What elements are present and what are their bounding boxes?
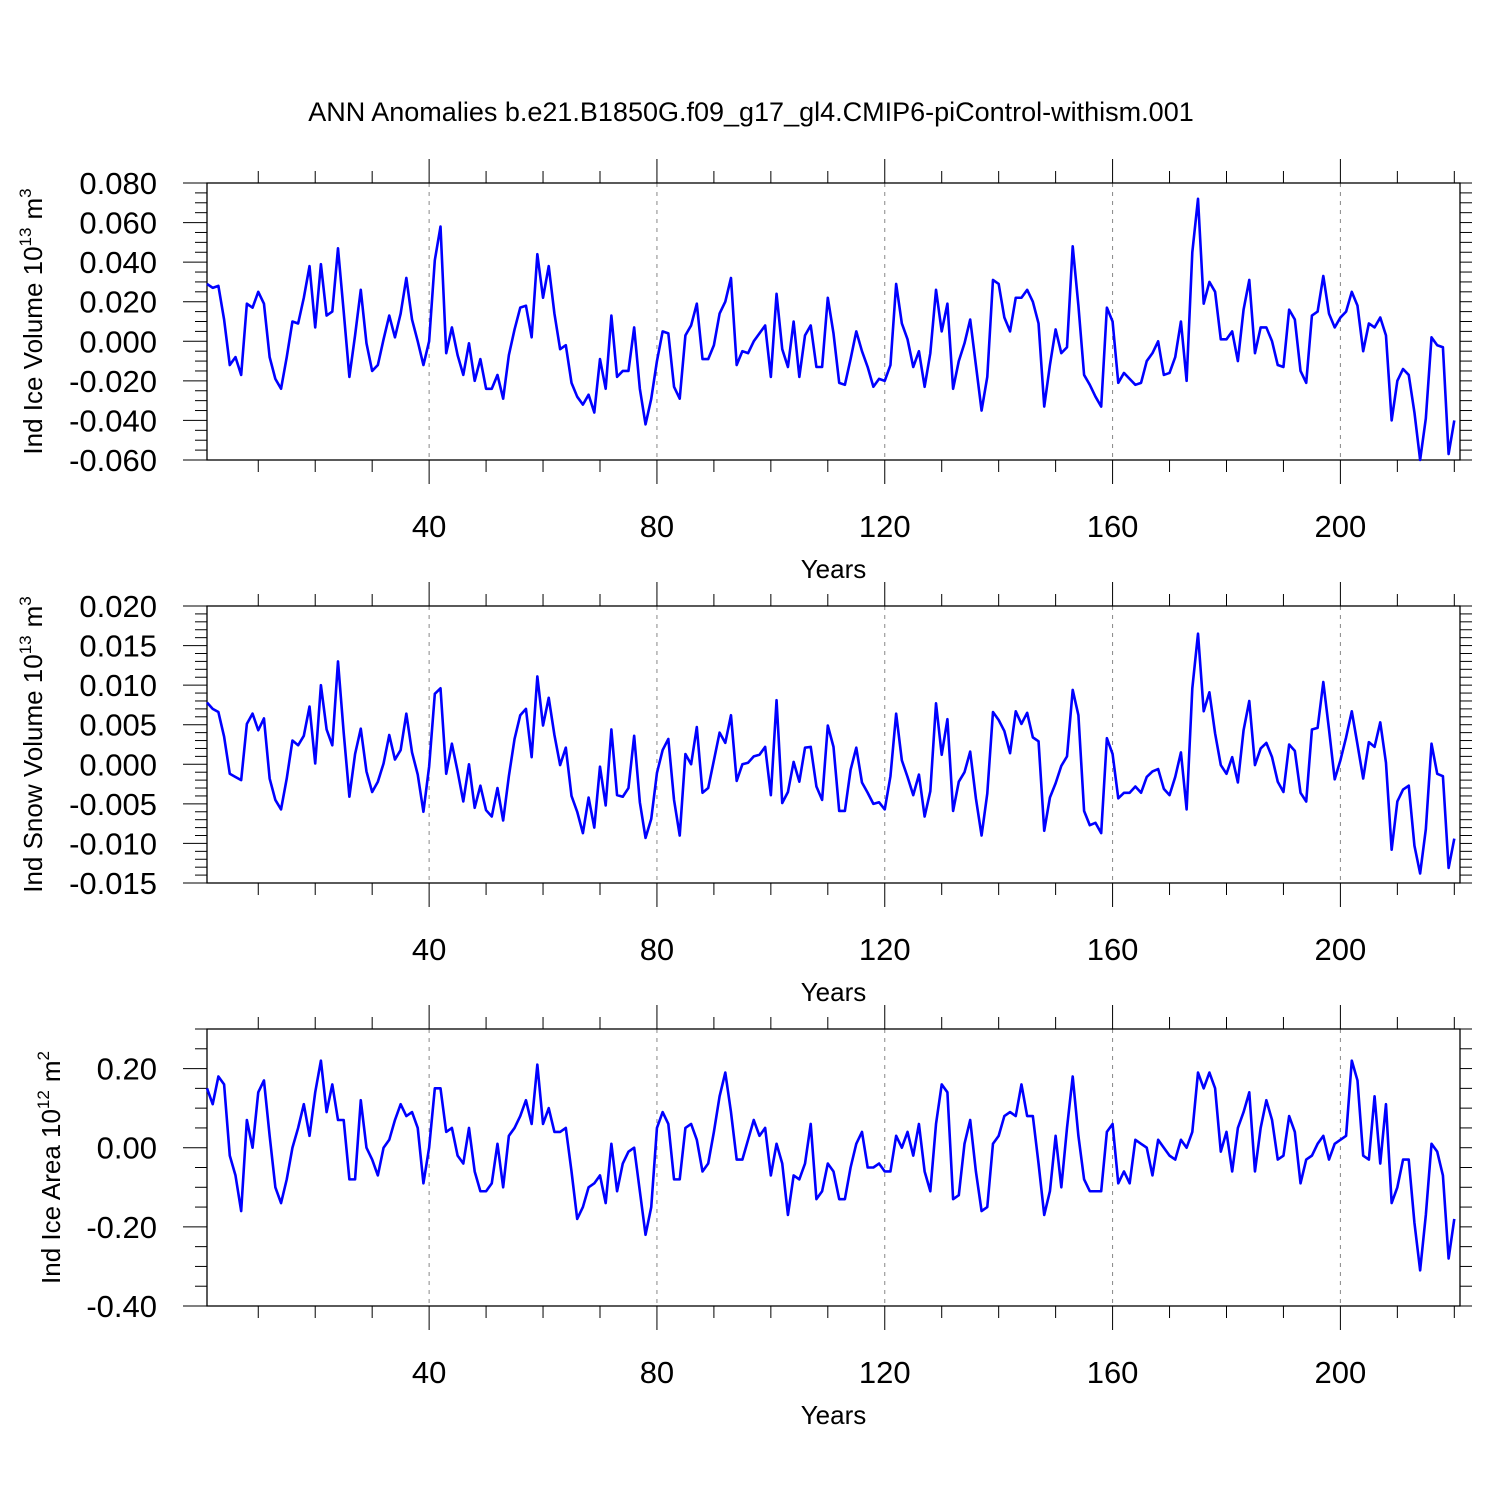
- y-axis-label-exponent: 13: [16, 228, 35, 247]
- x-tick-label: 160: [1087, 509, 1139, 544]
- y-tick-label: 0.020: [79, 285, 157, 320]
- x-axis-label: Years: [801, 977, 867, 1007]
- y-tick-label: -0.010: [69, 826, 157, 861]
- y-axis-label-unit-exponent: 3: [16, 188, 35, 197]
- y-tick-label: -0.40: [86, 1289, 157, 1324]
- y-axis-label-unit: m: [18, 606, 48, 628]
- y-tick-label: 0.010: [79, 668, 157, 703]
- panel-snow-volume: -0.015 -0.010 -0.005 0.000 0.005 0.010 0.015 0.…: [16, 582, 1472, 1007]
- panel-ice-area: -0.40 -0.20 0.00 0.20 40 80 120 160 200 Years Ind …: [34, 1005, 1472, 1430]
- y-tick-label: 0.00: [97, 1131, 157, 1166]
- x-tick-label: 80: [640, 509, 674, 544]
- x-tick-label: 160: [1087, 932, 1139, 967]
- x-axis-label: Years: [801, 1400, 867, 1430]
- x-tick-label: 120: [859, 509, 911, 544]
- x-tick-label: 200: [1315, 1355, 1367, 1390]
- plot-frame: [206, 182, 1461, 461]
- y-tick-label: -0.020: [69, 364, 157, 399]
- plot-frame: [206, 1028, 1461, 1307]
- y-tick-label: 0.000: [79, 747, 157, 782]
- y-axis-label: Ind Snow Volume 1013 m3: [16, 596, 48, 893]
- y-tick-label: -0.040: [69, 403, 157, 438]
- y-axis-label-unit: m: [36, 1060, 66, 1082]
- y-tick-label: 0.015: [79, 629, 157, 664]
- x-tick-label: 40: [412, 1355, 446, 1390]
- y-axis-label-base: Ind Ice Volume 10: [18, 246, 48, 454]
- x-tick-label: 40: [412, 509, 446, 544]
- y-tick-label: 0.20: [97, 1052, 157, 1087]
- y-axis-label-unit-exponent: 3: [16, 596, 35, 605]
- y-axis-label-unit: m: [18, 198, 48, 220]
- plot-frame: [206, 605, 1461, 884]
- x-tick-label: 120: [859, 1355, 911, 1390]
- x-tick-label: 80: [640, 932, 674, 967]
- panel-ice-volume: -0.060 -0.040 -0.020 0.000 0.020 0.040 0.060 0.…: [16, 159, 1472, 584]
- x-tick-label: 40: [412, 932, 446, 967]
- y-axis-label-exponent: 12: [34, 1090, 53, 1109]
- figure-title: ANN Anomalies b.e21.B1850G.f09_g17_gl4.C…: [308, 97, 1193, 127]
- series-line: [206, 197, 1456, 462]
- x-axis-label: Years: [801, 554, 867, 584]
- y-axis-label: Ind Ice Volume 1013 m3: [16, 188, 48, 454]
- y-tick-label: 0.080: [79, 166, 157, 201]
- y-axis-label-base: Ind Ice Area 10: [36, 1109, 66, 1284]
- y-axis-label-exponent: 13: [16, 635, 35, 654]
- x-tick-label: 80: [640, 1355, 674, 1390]
- y-axis-label: Ind Ice Area 1012 m2: [34, 1051, 66, 1284]
- y-tick-label: 0.020: [79, 589, 157, 624]
- y-axis-label-base: Ind Snow Volume 10: [18, 654, 48, 893]
- x-tick-label: 200: [1315, 509, 1367, 544]
- x-tick-label: 200: [1315, 932, 1367, 967]
- y-tick-label: -0.005: [69, 787, 157, 822]
- y-tick-label: -0.015: [69, 866, 157, 901]
- series-line: [205, 1059, 1456, 1272]
- y-axis-label-unit-exponent: 2: [34, 1051, 53, 1060]
- x-tick-label: 120: [859, 932, 911, 967]
- series-line: [206, 632, 1456, 875]
- y-tick-label: 0.040: [79, 245, 157, 280]
- y-tick-label: 0.060: [79, 206, 157, 241]
- y-tick-label: -0.20: [86, 1210, 157, 1245]
- y-tick-label: 0.005: [79, 708, 157, 743]
- x-tick-label: 160: [1087, 1355, 1139, 1390]
- y-tick-label: -0.060: [69, 443, 157, 478]
- y-tick-label: 0.000: [79, 324, 157, 359]
